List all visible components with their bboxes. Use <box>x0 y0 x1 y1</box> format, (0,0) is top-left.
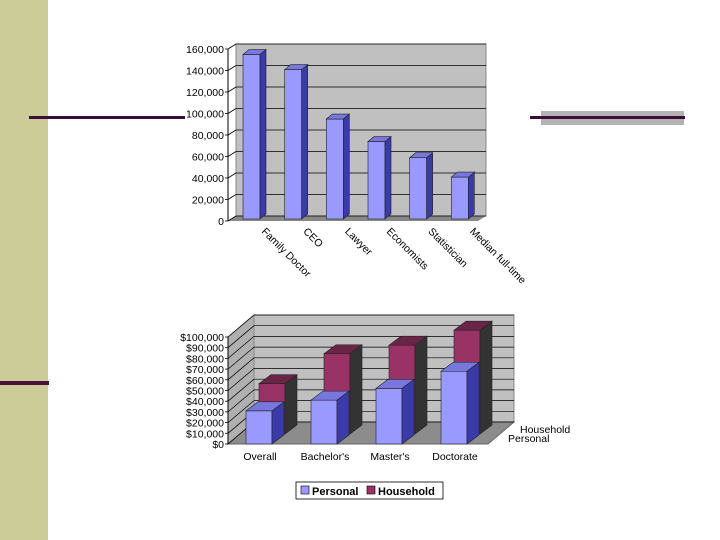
y-tick-label: $70,000 <box>186 364 224 376</box>
gridline-side <box>227 43 237 50</box>
y-tick-label: 160,000 <box>186 44 224 56</box>
bar-side <box>426 152 433 220</box>
bar-top-household <box>388 335 428 346</box>
gridline-side <box>227 129 237 136</box>
income-by-education-chart: $100,000$90,000$80,000$70,000$60,000$50,… <box>180 313 570 500</box>
bar-top <box>242 49 267 55</box>
bar-top <box>450 171 476 178</box>
gridline-side <box>227 194 237 200</box>
bar-top-household <box>258 374 298 385</box>
y-tick-label: 120,000 <box>186 87 224 99</box>
plot-floor <box>228 216 486 221</box>
y-tick-label: $50,000 <box>186 386 224 398</box>
gridline-side <box>227 151 237 157</box>
x-tick-label: Overall <box>243 451 276 463</box>
bar-side-personal <box>466 361 480 445</box>
salary-by-profession-chart: 160,000 140,000 120,000 100,000 80,000 60,000… <box>186 43 528 287</box>
x-tick-label: Master's <box>370 451 409 463</box>
gridline-side <box>227 325 255 348</box>
gridline-side <box>227 368 255 391</box>
gridline-side <box>227 389 255 413</box>
depth-label: Personal <box>508 433 549 445</box>
legend-swatch-personal <box>300 485 310 495</box>
sidebar-accent-rule <box>0 381 49 385</box>
bar-front <box>326 118 344 220</box>
gridline-side <box>227 215 237 222</box>
slide-sidebar-band <box>0 0 48 540</box>
bar-top <box>325 113 351 120</box>
bar-top <box>408 152 434 159</box>
y-tick-label: 40,000 <box>192 173 224 185</box>
bar-front-personal <box>375 388 403 445</box>
bar-top <box>283 64 309 70</box>
bar-front <box>284 69 302 220</box>
bar-side-household <box>284 374 298 435</box>
x-tick-label: CEO <box>301 226 326 251</box>
y-tick-label: 100,000 <box>186 109 224 121</box>
bar-top-personal <box>440 361 480 372</box>
bar-front <box>367 141 386 220</box>
gridline-side <box>227 172 237 179</box>
depth-label: Household <box>520 424 570 436</box>
bar-top-household <box>453 320 493 331</box>
bar-side <box>468 171 475 220</box>
gridline-side <box>227 65 237 71</box>
gridline-side <box>227 346 255 370</box>
bar-top-household <box>323 344 363 355</box>
y-tick-label: $0 <box>212 439 224 451</box>
x-tick-label: Median full-time <box>467 226 528 287</box>
legend-label-personal: Personal <box>312 486 358 498</box>
title-rule-left <box>29 116 185 119</box>
y-tick-label: $10,000 <box>186 428 224 440</box>
y-tick-label: $20,000 <box>186 418 224 430</box>
y-tick-label: 60,000 <box>192 152 224 164</box>
x-tick-label: Bachelor's <box>301 451 350 463</box>
bar-side-household <box>349 344 363 435</box>
gridline-side <box>227 314 255 338</box>
bar-front-personal <box>245 410 273 445</box>
gridline-side <box>227 336 255 359</box>
bar-side-household <box>414 335 428 435</box>
bar-side <box>384 135 392 220</box>
bar-top-personal <box>245 401 285 412</box>
x-tick-label: Economists <box>384 226 431 273</box>
y-tick-label: 80,000 <box>192 130 224 142</box>
y-tick-label: 20,000 <box>192 195 224 207</box>
bar-top <box>367 136 392 142</box>
gridline-side <box>227 400 255 423</box>
x-tick-label: Doctorate <box>432 451 478 463</box>
legend-label-household: Household <box>378 486 435 498</box>
gridline-side <box>227 108 237 114</box>
bar-top-personal <box>310 390 350 401</box>
y-tick-label: 140,000 <box>186 66 224 78</box>
title-rule-right <box>530 116 685 119</box>
bar-side <box>301 63 308 220</box>
legend-swatch-household <box>366 485 376 495</box>
gridline-side <box>227 378 255 402</box>
y-tick-label: $40,000 <box>186 396 224 408</box>
y-tick-label: $80,000 <box>186 353 224 365</box>
bar-side-personal <box>401 378 415 445</box>
bar-side-household <box>479 320 493 435</box>
y-tick-label: $90,000 <box>186 343 224 355</box>
gridline-side <box>227 86 237 93</box>
gridline-side <box>227 357 255 381</box>
x-tick-label: Statistician <box>426 226 471 271</box>
bar-side <box>343 113 350 220</box>
x-tick-label: Lawyer <box>342 226 375 259</box>
bar-top-personal <box>375 379 415 389</box>
bar-front-personal <box>440 370 468 445</box>
y-tick-label: $30,000 <box>186 407 224 419</box>
bar-front <box>409 157 427 220</box>
y-tick-label: 0 <box>218 216 224 228</box>
bar-front <box>451 176 469 220</box>
bar-front <box>242 54 261 220</box>
bar-side <box>259 48 267 220</box>
y-tick-label: $60,000 <box>186 375 224 387</box>
bar-front-personal <box>310 399 338 445</box>
y-tick-label: $100,000 <box>180 332 224 344</box>
